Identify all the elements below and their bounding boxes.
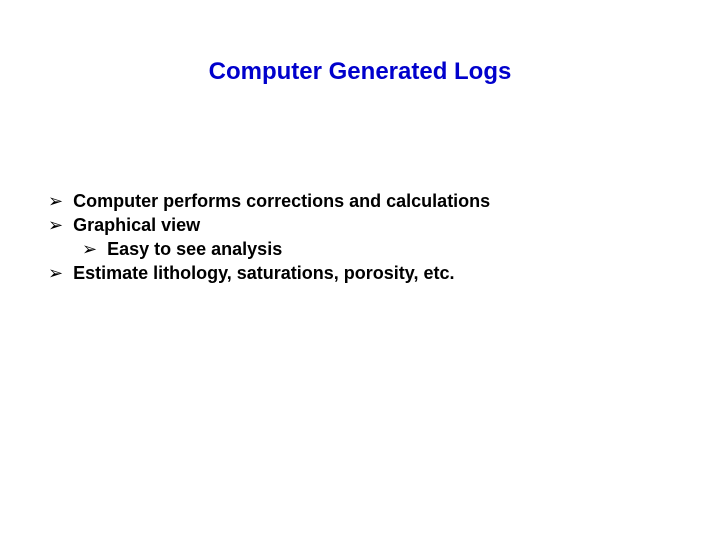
list-item: ➢ Graphical view [48, 214, 672, 236]
slide-title: Computer Generated Logs [0, 58, 720, 86]
list-item: ➢ Estimate lithology, saturations, poros… [48, 262, 672, 284]
bullet-icon: ➢ [48, 214, 63, 236]
bullet-icon: ➢ [48, 190, 63, 212]
list-item-text: Computer performs corrections and calcul… [73, 190, 490, 212]
bullet-list: ➢ Computer performs corrections and calc… [48, 190, 672, 286]
bullet-icon: ➢ [82, 238, 97, 260]
list-item: ➢ Computer performs corrections and calc… [48, 190, 672, 212]
list-item-text: Estimate lithology, saturations, porosit… [73, 262, 454, 284]
list-item-text: Easy to see analysis [107, 238, 282, 260]
list-item-text: Graphical view [73, 214, 200, 236]
list-item: ➢ Easy to see analysis [82, 238, 672, 260]
bullet-icon: ➢ [48, 262, 63, 284]
slide: Computer Generated Logs ➢ Computer perfo… [0, 0, 720, 540]
